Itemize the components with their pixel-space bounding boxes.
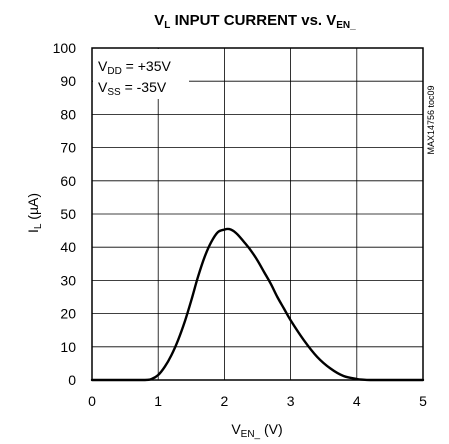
x-tick-label: 0 xyxy=(88,393,96,409)
y-tick-label: 90 xyxy=(60,73,76,89)
y-tick-label: 30 xyxy=(60,272,76,288)
x-tick-label: 3 xyxy=(287,393,295,409)
y-axis-label: IL (µA) xyxy=(25,193,44,233)
legend-box xyxy=(93,49,189,99)
y-tick-label: 40 xyxy=(60,239,76,255)
y-tick-labels: 0 10 20 30 40 50 60 70 80 90 100 xyxy=(53,40,77,388)
series-line xyxy=(90,227,425,382)
y-tick-label: 80 xyxy=(60,106,76,122)
legend-vss: VSS = -35V xyxy=(98,79,167,98)
legend-vdd: VDD = +35V xyxy=(98,58,172,77)
part-number: MAX14756 toc09 xyxy=(426,85,436,154)
x-tick-labels: 0 1 2 3 4 5 xyxy=(88,393,427,409)
x-tick-label: 2 xyxy=(221,393,229,409)
chart-title: VL INPUT CURRENT vs. VEN_ xyxy=(154,12,356,31)
y-tick-label: 60 xyxy=(60,173,76,189)
y-tick-label: 0 xyxy=(68,372,76,388)
y-tick-label: 70 xyxy=(60,140,76,156)
y-tick-label: 100 xyxy=(53,40,77,56)
x-tick-label: 5 xyxy=(419,393,427,409)
x-tick-label: 1 xyxy=(154,393,162,409)
y-tick-label: 50 xyxy=(60,206,76,222)
x-tick-label: 4 xyxy=(353,393,361,409)
y-tick-label: 20 xyxy=(60,306,76,322)
plot-frame xyxy=(91,47,424,381)
y-tick-label: 10 xyxy=(60,339,76,355)
x-axis-label: VEN_ (V) xyxy=(231,421,282,440)
